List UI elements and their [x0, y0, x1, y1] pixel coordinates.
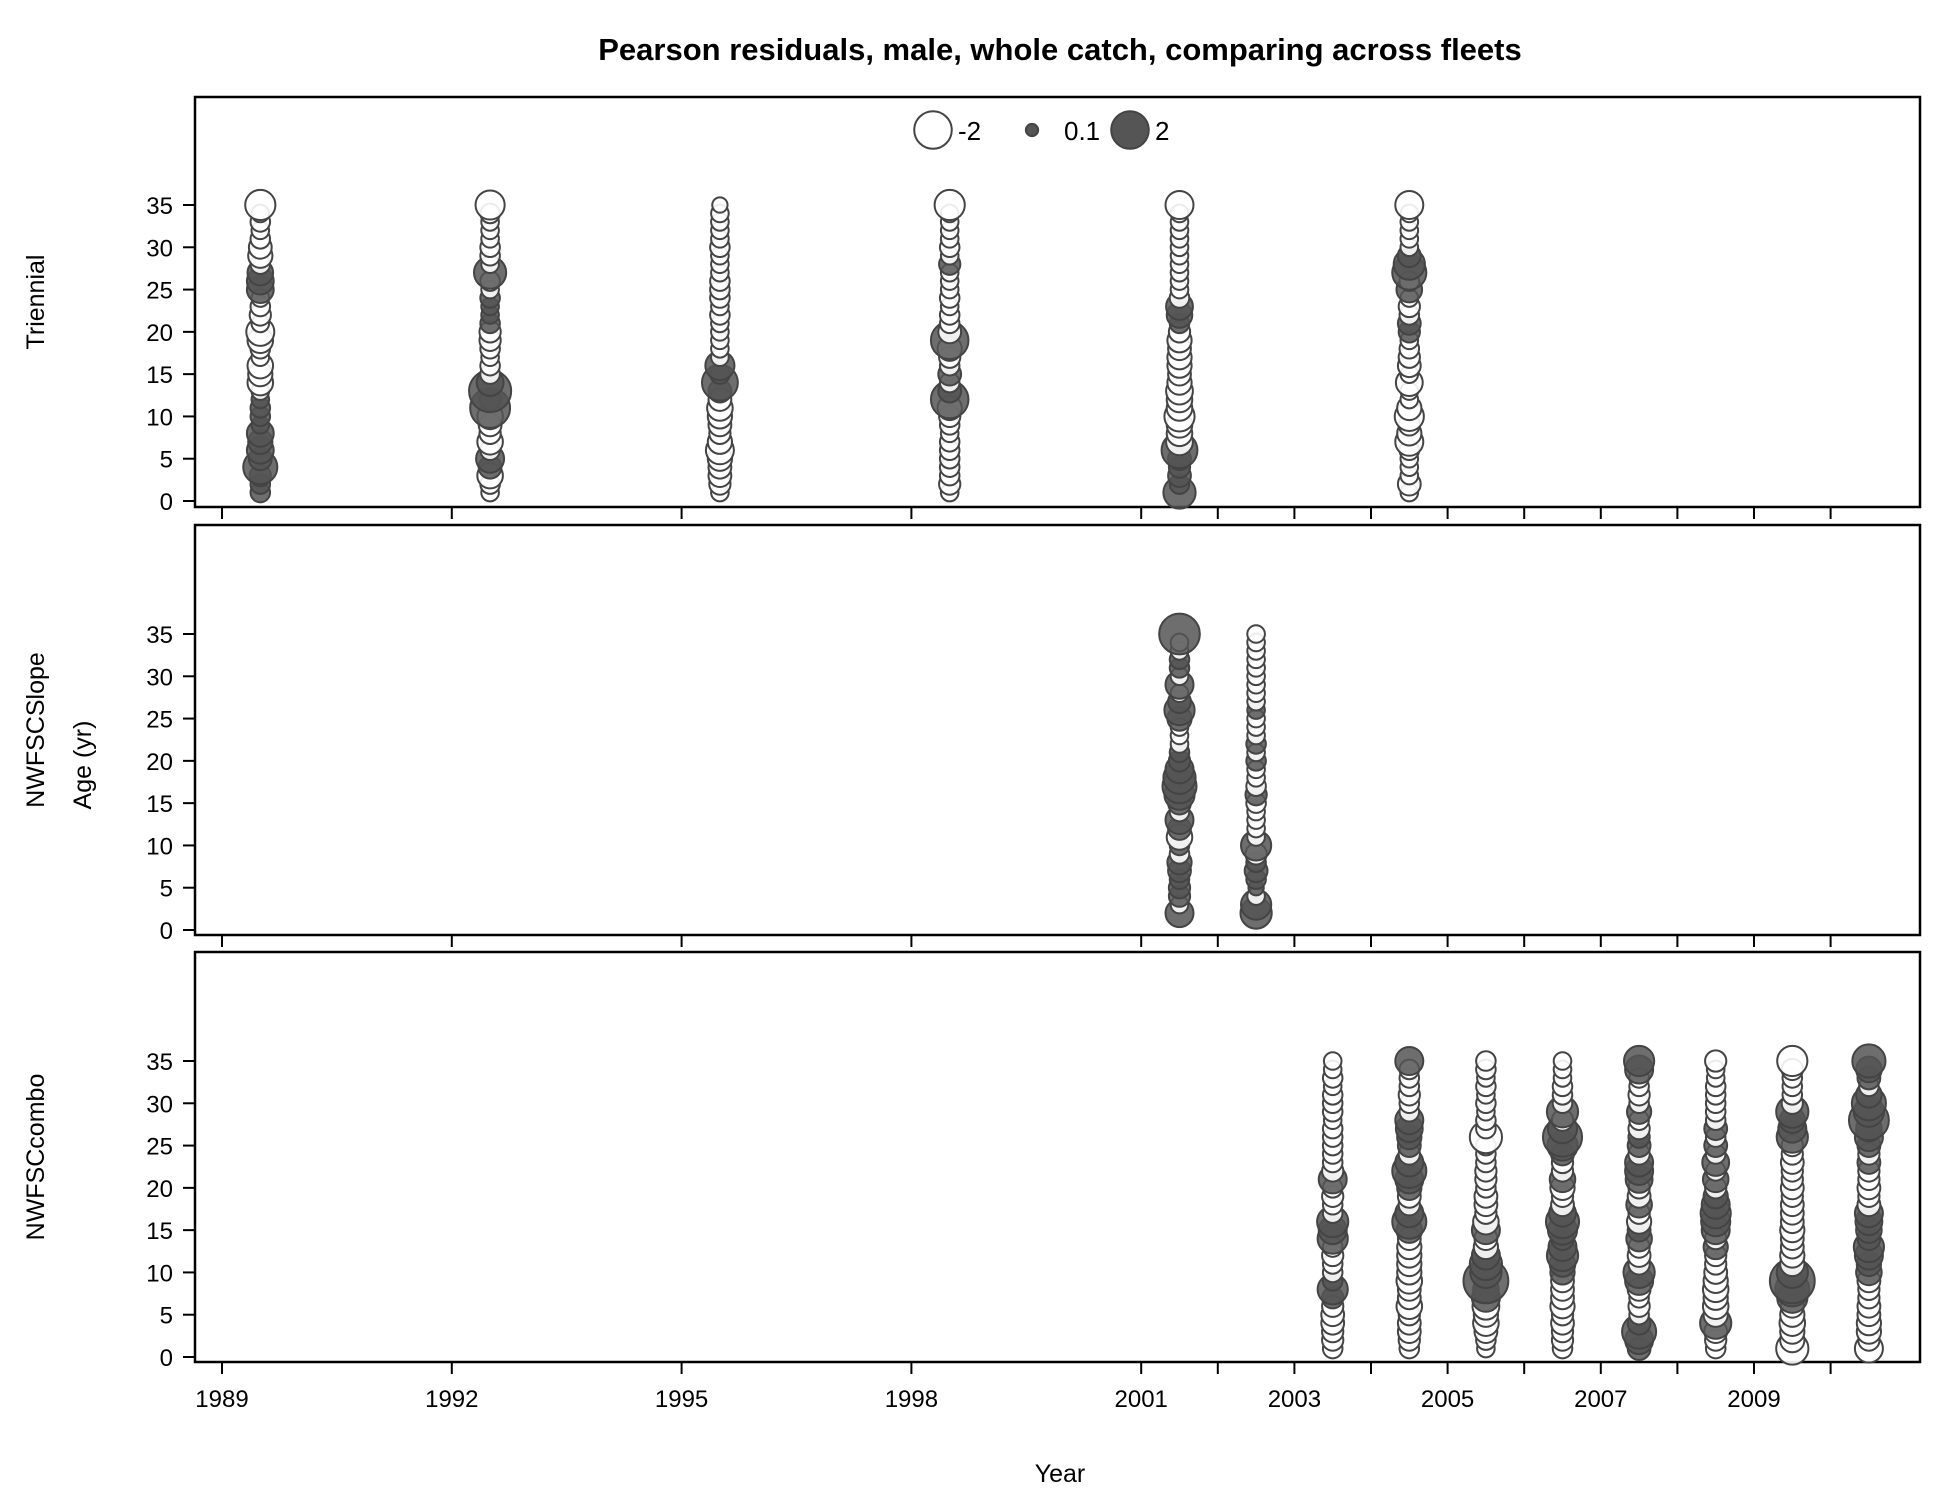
bubble-column-2004: [1391, 1046, 1428, 1360]
bubble: [1851, 1043, 1887, 1079]
bubble: [1246, 624, 1266, 644]
bubble-column-2001: [1158, 612, 1201, 929]
bubble: [244, 188, 277, 222]
bubble: [1394, 1046, 1425, 1076]
x-axis-title: Year: [1035, 1460, 1086, 1488]
y-tick-label: 15: [146, 1218, 173, 1245]
y-tick-label: 25: [146, 1134, 173, 1161]
y-tick-label: 15: [146, 362, 173, 389]
bubble-column-1998: [929, 188, 970, 503]
x-tick-label: 2003: [1268, 1386, 1321, 1413]
bubble: [1164, 190, 1195, 220]
bubble-column-2004: [1391, 190, 1428, 503]
y-tick-label: 10: [146, 833, 173, 860]
bubble: [1552, 1051, 1573, 1071]
y-axis-title: Age (yr): [69, 721, 97, 810]
legend-label: 2: [1155, 116, 1169, 146]
y-tick-label: 30: [146, 1091, 173, 1118]
panel-frame: [193, 950, 1922, 1364]
bubble-column-2006: [1541, 1051, 1584, 1360]
bubble-column-2009: [1768, 1044, 1816, 1366]
panel-nwfscslope: 0 5 10 15 20 25 30 35 NWFSCSlope: [22, 523, 1922, 945]
y-tick-label: 0: [160, 1345, 173, 1372]
y-tick-label: 25: [146, 707, 173, 734]
bubble-column-2003: [1316, 1051, 1350, 1360]
y-tick-label: 15: [146, 791, 173, 818]
y-tick-label: 30: [146, 235, 173, 262]
legend-label: -2: [958, 116, 981, 146]
y-tick-label: 5: [160, 1303, 173, 1330]
x-tick-label: 1995: [655, 1386, 708, 1413]
legend: -2 0.1 2: [913, 110, 1169, 150]
panel-label: NWFSCcombo: [22, 1074, 50, 1241]
bubble-column-2002: [1239, 624, 1273, 930]
y-tick-label: 0: [160, 918, 173, 945]
legend-marker: [913, 110, 953, 150]
y-tick-label: 5: [160, 876, 173, 903]
bubble-column-2008: [1699, 1049, 1733, 1360]
panel-nwfsccombo: 0 5 10 15 20 25 30 35 NWFSCcombo: [22, 950, 1922, 1372]
panel-triennial: 0 5 10 15 20 25 30 35 Triennial: [22, 95, 1922, 516]
bubble-column-1989: [242, 188, 279, 504]
x-tick-label: 2007: [1574, 1386, 1627, 1413]
chart-title: Pearson residuals, male, whole catch, co…: [598, 32, 1521, 67]
bubble-column-2010: [1847, 1043, 1890, 1364]
y-tick-label: 10: [146, 1260, 173, 1287]
x-axis: 1989 1992 1995 1998 2001 2003 2005 2007 2009: [195, 507, 1832, 1413]
y-tick-label: 25: [146, 278, 173, 305]
bubble: [1704, 1049, 1728, 1073]
bubble: [1158, 612, 1201, 656]
legend-marker: [1110, 110, 1150, 150]
bubble-column-2007: [1621, 1044, 1658, 1361]
y-tick-label: 20: [146, 320, 173, 347]
y-tick-label: 35: [146, 622, 173, 649]
y-tick-label: 5: [160, 447, 173, 474]
y-tick-label: 20: [146, 749, 173, 776]
bubble-column-1992: [468, 189, 513, 503]
x-tick-label: 1992: [425, 1386, 478, 1413]
bubble: [711, 196, 729, 214]
y-tick-label: 35: [146, 193, 173, 220]
panel-frame: [193, 95, 1922, 509]
bubble: [1394, 190, 1425, 220]
y-tick-label: 10: [146, 404, 173, 431]
legend-marker: [1024, 122, 1040, 138]
panel-label: Triennial: [22, 255, 50, 350]
bubble: [1776, 1044, 1809, 1078]
legend-label: 0.1: [1064, 116, 1100, 146]
panel-frame: [193, 523, 1922, 937]
bubble: [933, 188, 966, 222]
bubble: [1475, 1050, 1497, 1072]
x-tick-label: 1989: [195, 1386, 248, 1413]
y-tick-label: 0: [160, 489, 173, 516]
bubble-column-1995: [700, 196, 739, 503]
x-tick-label: 2001: [1115, 1386, 1168, 1413]
bubble-column-2005: [1462, 1050, 1510, 1359]
y-tick-label: 35: [146, 1049, 173, 1076]
y-tick-label: 20: [146, 1176, 173, 1203]
x-tick-label: 2005: [1421, 1386, 1474, 1413]
bubble: [474, 189, 506, 221]
panels-group: 05101520253035Triennial05101520253035NWF…: [22, 95, 1922, 1372]
panel-label: NWFSCSlope: [22, 652, 50, 808]
bubble: [1623, 1044, 1656, 1078]
x-tick-label: 1998: [885, 1386, 938, 1413]
x-tick-label: 2009: [1727, 1386, 1780, 1413]
bubble: [1322, 1051, 1343, 1071]
y-tick-label: 30: [146, 664, 173, 691]
bubble-column-2001: [1160, 190, 1199, 510]
